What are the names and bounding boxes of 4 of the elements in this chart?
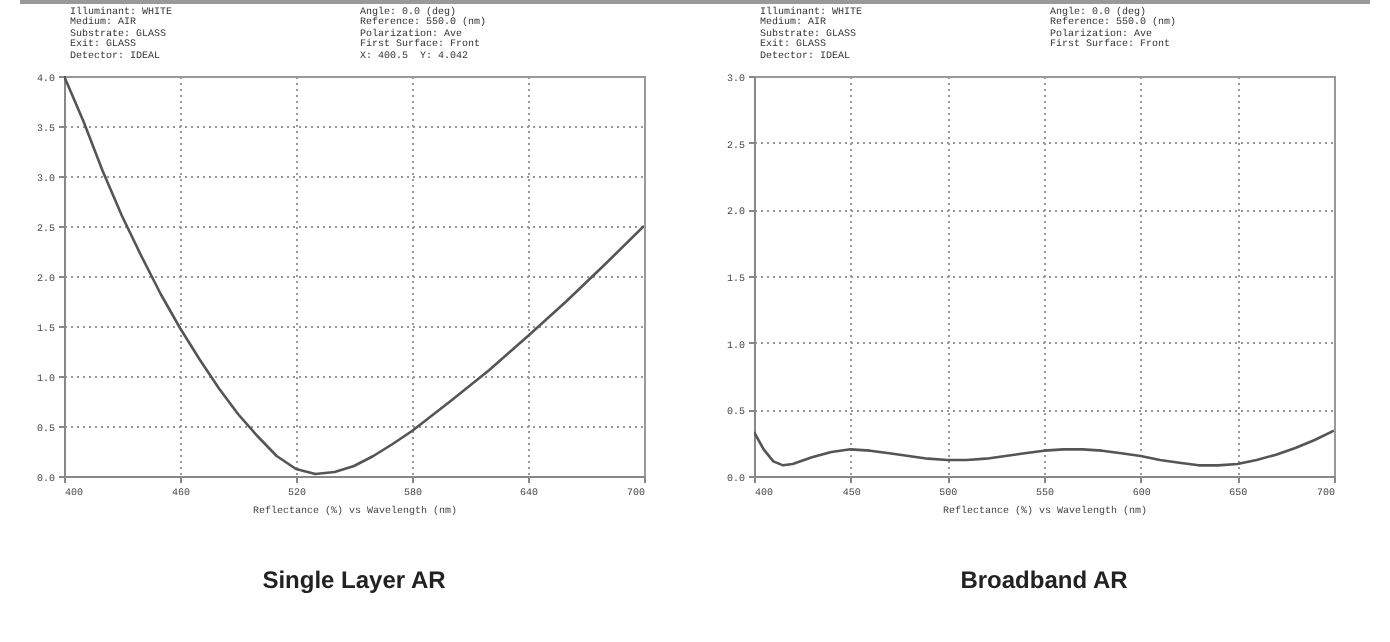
line-series bbox=[754, 429, 1334, 467]
line-series bbox=[64, 76, 644, 476]
text: Single Layer AR bbox=[262, 566, 447, 594]
text: Broadband AR bbox=[960, 566, 1129, 594]
